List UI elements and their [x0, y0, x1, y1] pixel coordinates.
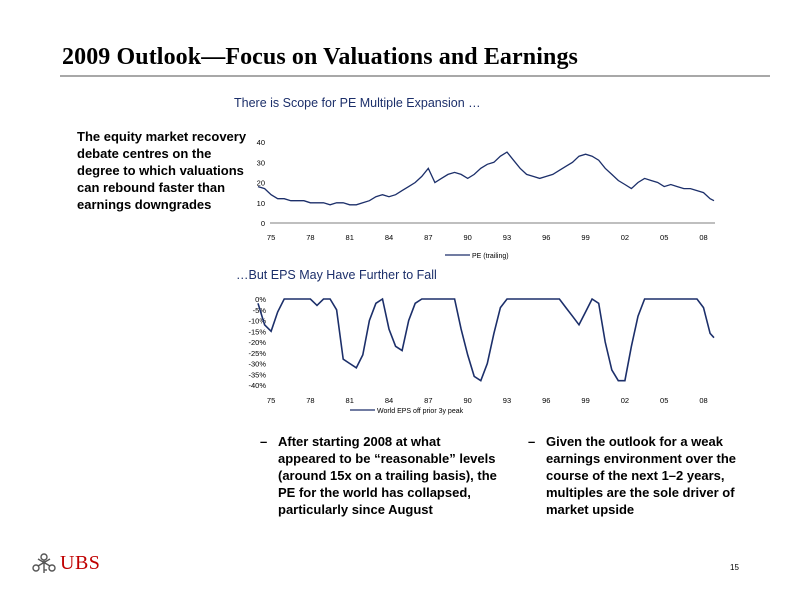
page-number: 15 — [730, 563, 739, 572]
bullet-text: After starting 2008 at what appeared to … — [278, 434, 497, 517]
pe-legend-label: PE (trailing) — [472, 253, 509, 260]
eps-chart-title: …But EPS May Have Further to Fall — [236, 268, 437, 282]
eps-y-tick-label: -35% — [248, 370, 266, 379]
eps-y-tick-label: -25% — [248, 349, 266, 358]
ubs-keys-icon — [32, 553, 56, 573]
eps-x-tick-label: 84 — [385, 396, 393, 405]
pe-y-tick-label: 10 — [257, 199, 265, 208]
eps-y-tick-label: -40% — [248, 381, 266, 390]
pe-x-tick-label: 93 — [503, 233, 511, 242]
eps-y-tick-label: -5% — [253, 306, 267, 315]
pe-x-tick-label: 96 — [542, 233, 550, 242]
eps-x-tick-label: 99 — [581, 396, 589, 405]
eps-x-tick-label: 81 — [346, 396, 354, 405]
eps-x-tick-label: 90 — [463, 396, 471, 405]
pe-series-line — [257, 151, 715, 206]
eps-x-tick-label: 75 — [267, 396, 275, 405]
page-title: 2009 Outlook—Focus on Valuations and Ear… — [62, 44, 578, 70]
bullet-dash: – — [528, 434, 536, 449]
title-rule — [60, 75, 770, 77]
eps-x-tick-label: 78 — [306, 396, 314, 405]
eps-x-tick-label: 96 — [542, 396, 550, 405]
pe-x-tick-label: 75 — [267, 233, 275, 242]
eps-x-tick-label: 02 — [621, 396, 629, 405]
pe-y-tick-label: 30 — [257, 158, 265, 167]
eps-y-tick-label: -10% — [248, 317, 266, 326]
pe-x-tick-label: 05 — [660, 233, 668, 242]
eps-x-tick-label: 05 — [660, 396, 668, 405]
eps-y-tick-label: -15% — [248, 327, 266, 336]
pe-y-tick-label: 40 — [257, 138, 265, 147]
eps-x-tick-label: 08 — [699, 396, 707, 405]
bullet-text: Given the outlook for a weak earnings en… — [546, 434, 736, 517]
pe-x-tick-label: 78 — [306, 233, 314, 242]
eps-series-line — [257, 297, 715, 382]
pe-x-tick-label: 87 — [424, 233, 432, 242]
eps-y-tick-label: -20% — [248, 338, 266, 347]
pe-y-tick-label: 20 — [257, 179, 265, 188]
pe-x-tick-label: 99 — [581, 233, 589, 242]
pe-x-tick-label: 84 — [385, 233, 393, 242]
bullet-dash: – — [260, 434, 268, 449]
pe-y-tick-label: 0 — [261, 219, 265, 228]
pe-x-tick-label: 02 — [621, 233, 629, 242]
pe-x-tick-label: 08 — [699, 233, 707, 242]
eps-y-tick-label: -30% — [248, 360, 266, 369]
eps-legend-label: World EPS off prior 3y peak — [377, 408, 464, 415]
pe-x-tick-label: 81 — [346, 233, 354, 242]
eps-y-tick-label: 0% — [255, 295, 266, 304]
ubs-logo-text: UBS — [60, 552, 101, 574]
eps-x-tick-label: 93 — [503, 396, 511, 405]
pe-x-tick-label: 90 — [463, 233, 471, 242]
left-text: The equity market recovery debate centre… — [77, 129, 247, 212]
pe-chart-title: There is Scope for PE Multiple Expansion… — [234, 96, 481, 110]
eps-x-tick-label: 87 — [424, 396, 432, 405]
